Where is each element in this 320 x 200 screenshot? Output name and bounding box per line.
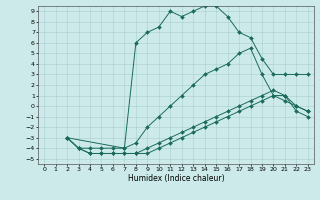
X-axis label: Humidex (Indice chaleur): Humidex (Indice chaleur)	[128, 174, 224, 183]
